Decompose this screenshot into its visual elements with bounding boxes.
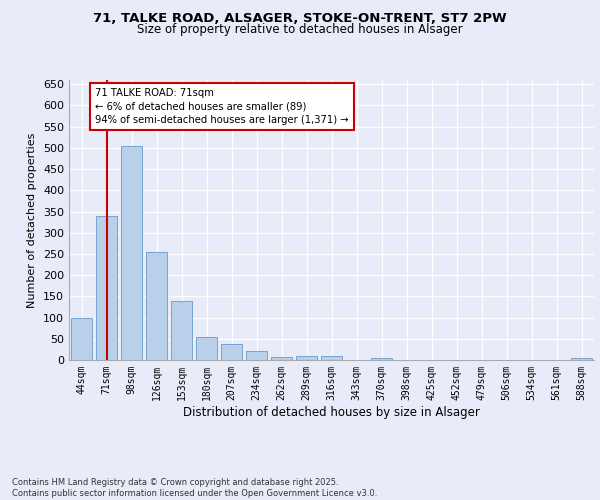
Bar (321, 356, 342, 360)
Bar (221, 344, 242, 360)
Bar (71, 318, 92, 360)
Bar (171, 300, 192, 360)
X-axis label: Distribution of detached houses by size in Alsager: Distribution of detached houses by size … (183, 406, 480, 418)
Text: Contains HM Land Registry data © Crown copyright and database right 2025.
Contai: Contains HM Land Registry data © Crown c… (12, 478, 377, 498)
Bar (271, 358, 292, 360)
Bar (146, 252, 167, 360)
Text: 71, TALKE ROAD, ALSAGER, STOKE-ON-TRENT, ST7 2PW: 71, TALKE ROAD, ALSAGER, STOKE-ON-TRENT,… (93, 12, 507, 26)
Bar (571, 358, 592, 360)
Bar (196, 336, 217, 360)
Bar (246, 350, 267, 360)
Bar (296, 356, 317, 360)
Bar (96, 216, 117, 360)
Text: Size of property relative to detached houses in Alsager: Size of property relative to detached ho… (137, 22, 463, 36)
Y-axis label: Number of detached properties: Number of detached properties (28, 132, 37, 308)
Text: 71 TALKE ROAD: 71sqm
← 6% of detached houses are smaller (89)
94% of semi-detach: 71 TALKE ROAD: 71sqm ← 6% of detached ho… (95, 88, 349, 125)
Bar (121, 146, 142, 360)
Bar (371, 358, 392, 360)
